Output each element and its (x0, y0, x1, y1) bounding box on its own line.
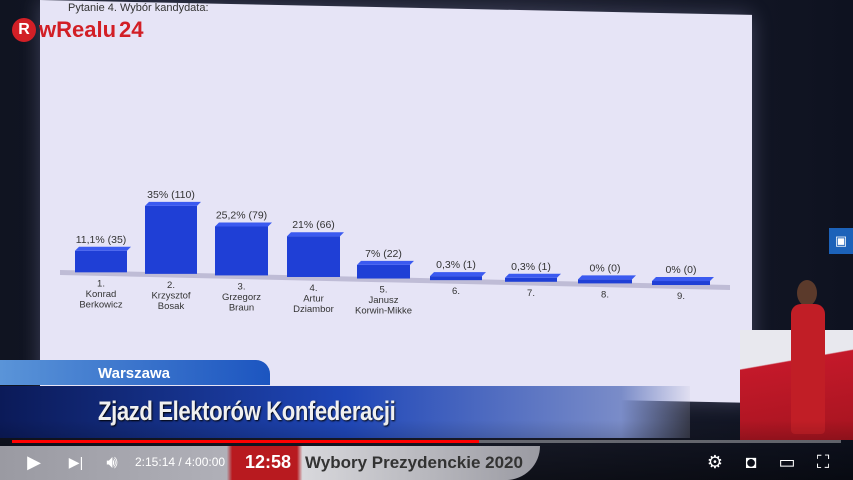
subtitle-bar: 12:58 Wybory Prezydenckie 2020 (0, 446, 540, 480)
subtitle-text: Wybory Prezydenckie 2020 (305, 453, 523, 472)
bar-top (578, 275, 636, 280)
bar-top (357, 260, 414, 265)
logo-text: wRealu (39, 17, 117, 42)
bar-top (215, 222, 272, 227)
broadcast-clock: 12:58 (245, 452, 292, 472)
bar (287, 236, 340, 277)
category-label: 3. (238, 281, 246, 292)
presenter (783, 280, 833, 445)
category-label: Konrad (86, 289, 117, 300)
bar (75, 250, 127, 273)
bar (215, 226, 268, 276)
slide-title: Pytanie 4. Wybór kandydata: (68, 2, 209, 14)
location-label: Warszawa (98, 365, 170, 382)
bar (145, 205, 197, 274)
logo-number: 24 (119, 17, 144, 42)
bar (430, 276, 482, 281)
progress-bar[interactable] (12, 440, 841, 443)
headline-text: Zjazd Elektorów Konfederacji (98, 396, 396, 426)
data-label: 7% (22) (365, 248, 402, 260)
category-label: 1. (97, 278, 105, 289)
logo-mark-icon: R (12, 18, 36, 42)
theater-icon[interactable]: ▭ (778, 452, 796, 472)
category-label: Berkowicz (79, 299, 123, 310)
progress-fill (12, 440, 479, 443)
category-label: Krzysztof (151, 290, 190, 301)
category-label: Korwin-Mikke (355, 306, 412, 317)
volume-icon[interactable]: 🔊︎ (106, 452, 118, 472)
category-label: 9. (677, 291, 685, 302)
category-label: 8. (601, 289, 609, 300)
fullscreen-icon[interactable]: ⛶ (816, 452, 830, 472)
location-bar: Warszawa (0, 360, 270, 385)
category-label: 2. (167, 280, 175, 291)
channel-logo: R wRealu 24 (12, 17, 144, 43)
data-label: 11,1% (35) (76, 234, 127, 246)
data-label: 0,3% (1) (436, 259, 476, 271)
time-display: 2:15:14 / 4:00:00 (135, 455, 226, 469)
bar-top (505, 273, 561, 278)
category-label: Grzegorz (222, 292, 261, 303)
data-label: 25,2% (79) (216, 209, 267, 221)
bar (578, 279, 632, 284)
category-label: 7. (527, 288, 535, 299)
data-label: 35% (110) (147, 189, 195, 201)
data-label: 0% (0) (590, 262, 621, 274)
bar-top (75, 246, 131, 251)
data-label: 0% (0) (666, 264, 697, 276)
data-label: 21% (66) (292, 219, 335, 231)
bar-top (145, 201, 201, 206)
category-label: Janusz (368, 295, 398, 306)
data-label: 0,3% (1) (511, 261, 551, 273)
bar (652, 281, 710, 286)
bar-top (430, 272, 486, 277)
category-label: Braun (229, 302, 254, 313)
bar (505, 277, 557, 282)
category-label: 4. (310, 283, 318, 294)
cards-icon[interactable]: ▣ (829, 228, 853, 254)
miniplayer-icon[interactable]: ◘ (745, 452, 757, 472)
bar-top (287, 232, 344, 237)
bar (357, 264, 410, 279)
next-icon[interactable]: ▶| (68, 454, 84, 470)
play-icon[interactable]: ▶ (27, 452, 41, 472)
category-label: Bosak (158, 301, 185, 312)
headline-banner: Zjazd Elektorów Konfederacji (0, 386, 690, 438)
gear-icon[interactable]: ⚙ (706, 452, 724, 472)
category-label: 6. (452, 286, 460, 297)
category-label: Dziambor (293, 304, 334, 315)
category-label: Artur (303, 293, 324, 304)
category-label: 5. (380, 285, 388, 296)
bar-top (652, 277, 714, 282)
